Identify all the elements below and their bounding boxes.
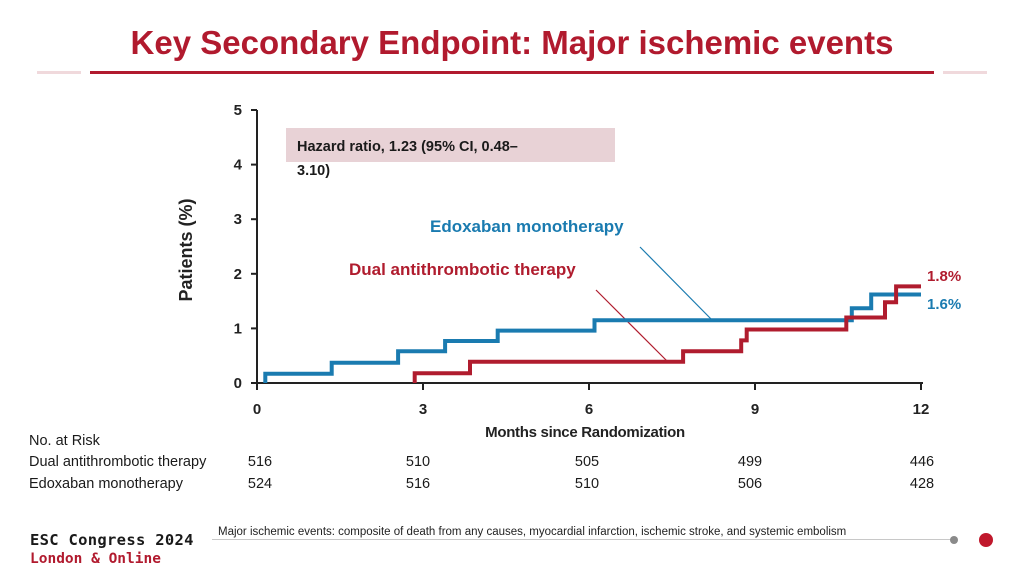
risk-value: 510 — [405, 454, 431, 470]
hazard-ratio-line-1: Hazard ratio, 1.23 (95% CI, 0.48– — [297, 139, 518, 155]
legend-label-1: Dual antithrombotic therapy — [349, 260, 576, 279]
risk-value: 516 — [247, 454, 273, 470]
title-rule-left — [37, 71, 81, 74]
y-tick-label: 5 — [234, 102, 242, 119]
x-tick-label: 0 — [253, 401, 261, 418]
x-tick-label: 6 — [585, 401, 593, 418]
x-axis-label: Months since Randomization — [485, 424, 685, 441]
congress-logo: ESC Congress 2024 London & Online — [30, 531, 194, 569]
chart-annotations: Hazard ratio, 1.23 (95% CI, 0.48– 3.10) Ed… — [286, 128, 961, 362]
slide-title: Key Secondary Endpoint: Major ischemic e… — [130, 24, 894, 61]
risk-value: 506 — [737, 476, 763, 492]
series-line-1 — [412, 284, 921, 383]
leader-line-1 — [595, 289, 668, 362]
y-tick-label: 0 — [234, 375, 242, 392]
risk-value: 446 — [909, 454, 935, 470]
hazard-ratio-box — [286, 128, 615, 162]
risk-value: 516 — [405, 476, 431, 492]
logo-line-2: London & Online — [30, 551, 161, 567]
y-axis-label: Patients (%) — [176, 198, 196, 301]
legend-label-0: Edoxaban monotherapy — [430, 217, 624, 236]
end-label-1: 1.8% — [927, 268, 961, 285]
y-tick-label: 4 — [234, 157, 243, 174]
risk-value: 505 — [574, 454, 600, 470]
footer-dot-red — [979, 533, 993, 547]
risk-value: 510 — [574, 476, 600, 492]
footnote: Major ischemic events: composite of deat… — [218, 526, 847, 538]
risk-value: 524 — [247, 476, 273, 492]
risk-table-header: No. at Risk — [29, 433, 100, 449]
risk-value: 499 — [737, 454, 763, 470]
logo-line-1: ESC Congress 2024 — [30, 531, 194, 549]
title-rule-right — [943, 71, 987, 74]
y-tick-label: 2 — [234, 266, 242, 283]
y-tick-label: 1 — [234, 320, 242, 337]
risk-value: 428 — [909, 476, 935, 492]
hazard-ratio-line-2: 3.10) — [297, 163, 330, 179]
title-rule — [90, 71, 934, 74]
footer-dot-gray — [950, 536, 958, 544]
leader-line-0 — [639, 246, 714, 322]
x-tick-label: 12 — [913, 401, 930, 418]
risk-row-label: Dual antithrombotic therapy — [29, 454, 207, 470]
chart-series — [263, 284, 921, 383]
footer-rule — [212, 539, 952, 540]
series-line-0 — [263, 292, 921, 383]
x-tick-label: 9 — [751, 401, 759, 418]
end-label-0: 1.6% — [927, 296, 961, 313]
y-tick-label: 3 — [234, 211, 242, 228]
risk-row-label: Edoxaban monotherapy — [29, 476, 183, 492]
x-tick-label: 3 — [419, 401, 427, 418]
